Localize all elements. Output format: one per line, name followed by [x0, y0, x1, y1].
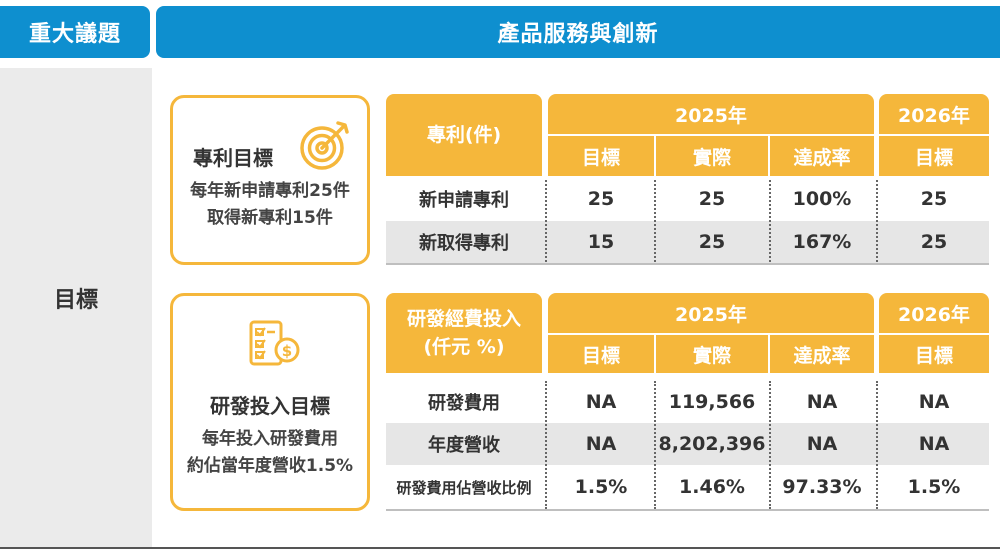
- bottom-divider: [0, 547, 1000, 549]
- patent-col-actual-2025: 實際: [656, 136, 768, 176]
- rnd-row-background: [386, 423, 989, 465]
- patent-col-divider: [876, 180, 878, 262]
- patent-card-line-2: 取得新專利15件: [207, 208, 333, 228]
- rnd-row-label: 研發費用佔營收比例: [396, 478, 532, 497]
- side-column: [0, 68, 152, 548]
- patent-col-target-2026: 目標: [879, 136, 989, 176]
- rnd-year-divider: [548, 333, 989, 335]
- rnd-card-title: 研發投入目標: [210, 394, 330, 418]
- rnd-col-divider: [876, 381, 878, 509]
- patent-row-label: 新申請專利: [419, 190, 509, 211]
- patent-row-value: 167%: [792, 231, 852, 253]
- side-label: 目標: [53, 288, 98, 313]
- rnd-table-header-line-1: 研發經費投入: [406, 308, 521, 330]
- patent-table-header: 專利(件): [386, 94, 542, 176]
- rnd-row-value: NA: [806, 391, 838, 413]
- rnd-row-label: 年度營收: [428, 435, 500, 456]
- patent-col-divider: [654, 180, 656, 262]
- rnd-row-value: NA: [806, 433, 838, 455]
- patent-year-2026: 2026年: [879, 94, 989, 134]
- patent-row-value: 15: [587, 231, 615, 253]
- rnd-col-actual-2025: 實際: [656, 335, 768, 373]
- patent-card-line-1: 每年新申請專利25件: [190, 181, 350, 201]
- patent-row-value: 25: [698, 231, 726, 253]
- patent-col-rate-2025: 達成率: [770, 136, 874, 176]
- rnd-row-value: NA: [918, 433, 950, 455]
- patent-row-value: 100%: [792, 188, 852, 210]
- rnd-table-bottom-line: [386, 509, 989, 511]
- patent-year-2025: 2025年: [548, 94, 874, 134]
- rnd-table-header-line-2: (仟元 %): [423, 336, 505, 358]
- target-arrow-icon: [300, 121, 349, 170]
- rnd-row-value: NA: [585, 433, 617, 455]
- rnd-card-line-1: 每年投入研發費用: [202, 429, 338, 449]
- rnd-col-target-2026: 目標: [879, 335, 989, 373]
- rnd-col-divider: [769, 381, 771, 509]
- patent-col-divider: [769, 180, 771, 262]
- rnd-row-value: 1.5%: [907, 476, 961, 498]
- rnd-year-2025: 2025年: [548, 293, 874, 333]
- rnd-row-value: 1.5%: [574, 476, 628, 498]
- rnd-row-value: 97.33%: [782, 476, 862, 498]
- patent-row-value: 25: [587, 188, 615, 210]
- rnd-col-target-2025: 目標: [548, 335, 654, 373]
- svg-text:$: $: [282, 342, 292, 360]
- rnd-row-value: 1.46%: [679, 476, 745, 498]
- patent-card: 專利目標 每年新申請專利25件 取得新專利15件: [170, 95, 370, 265]
- patent-row-value: 25: [920, 188, 948, 210]
- rnd-row-label: 研發費用: [428, 393, 500, 414]
- rnd-col-divider: [654, 381, 656, 509]
- patent-table-bottom-line: [386, 263, 989, 265]
- patent-row-value: 25: [920, 231, 948, 253]
- patent-row-background: [386, 221, 989, 263]
- patent-col-target-2025: 目標: [548, 136, 654, 176]
- patent-col-divider: [545, 180, 547, 262]
- header-category: 產品服務與創新: [156, 6, 1000, 58]
- rnd-table-header: 研發經費投入 (仟元 %): [386, 293, 542, 373]
- rnd-card: $ 研發投入目標 每年投入研發費用 約佔當年度營收1.5%: [170, 293, 370, 511]
- header-topic: 重大議題: [0, 6, 150, 58]
- rnd-year-2026: 2026年: [879, 293, 989, 333]
- rnd-row-value: NA: [585, 391, 617, 413]
- rnd-col-divider: [545, 381, 547, 509]
- rnd-row-value: 8,202,396: [658, 433, 766, 455]
- rnd-col-rate-2025: 達成率: [770, 335, 874, 373]
- patent-year-divider: [548, 134, 989, 136]
- rnd-row-value: NA: [918, 391, 950, 413]
- checklist-dollar-icon: $: [249, 320, 300, 366]
- patent-row-value: 25: [698, 188, 726, 210]
- patent-row-label: 新取得專利: [419, 233, 509, 254]
- rnd-row-value: 119,566: [668, 391, 756, 413]
- patent-card-title: 專利目標: [193, 146, 273, 170]
- rnd-card-line-2: 約佔當年度營收1.5%: [186, 456, 354, 476]
